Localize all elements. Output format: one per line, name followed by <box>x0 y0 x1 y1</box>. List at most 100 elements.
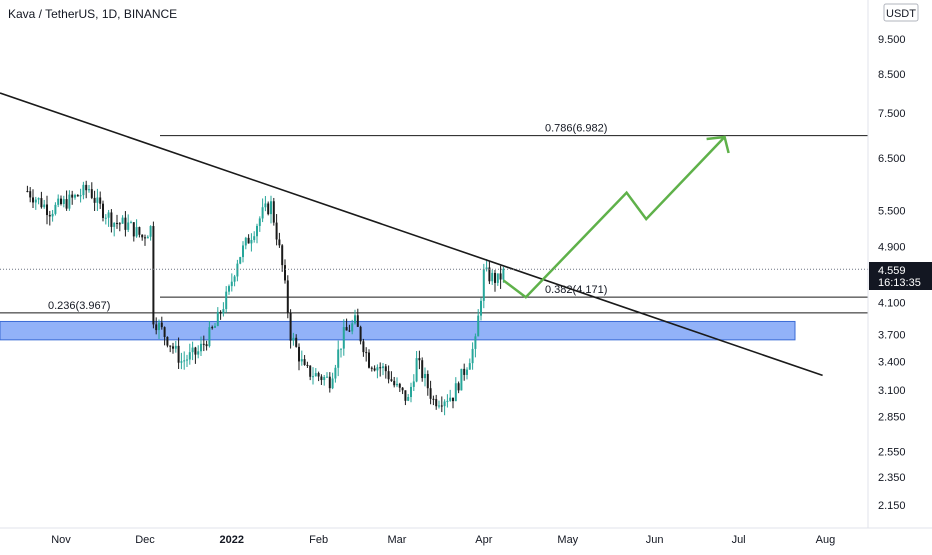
price-tick-label: 2.150 <box>878 500 906 512</box>
candle-body <box>337 349 340 368</box>
price-axis[interactable]: 9.500 8.500 7.500 6.500 5.500 4.900 4.100 3.700… <box>867 0 932 528</box>
candle-body <box>452 397 454 402</box>
candle-body <box>398 383 401 388</box>
candle-body <box>79 195 82 197</box>
price-tick-label: 4.900 <box>878 242 906 254</box>
candle-body <box>432 398 435 400</box>
price-tick-label: 8.500 <box>878 69 906 81</box>
candle-body <box>121 217 124 224</box>
candle-body <box>141 234 144 238</box>
candle-body <box>256 225 258 237</box>
candle-body <box>454 383 457 402</box>
price-tick-label: 5.500 <box>878 205 906 217</box>
candle-body <box>387 371 390 380</box>
candle-body <box>356 315 359 327</box>
candle-body <box>34 199 37 203</box>
candle-body <box>48 215 51 217</box>
candle-body <box>309 365 312 377</box>
candle-body <box>362 341 365 353</box>
candle-body <box>328 376 331 389</box>
price-tick-label: 2.550 <box>878 446 906 458</box>
candle-body <box>474 336 477 349</box>
candle-body <box>482 269 485 301</box>
candle-body <box>158 322 160 331</box>
candle-body <box>272 201 275 223</box>
time-axis[interactable]: Nov Dec 2022 Feb Mar Apr May Jun Jul Aug <box>0 527 932 546</box>
candle-body <box>354 315 356 324</box>
downtrend-line[interactable] <box>0 92 823 377</box>
time-tick-label: Dec <box>135 534 155 546</box>
candle-body <box>267 203 270 215</box>
candle-body <box>74 194 76 198</box>
candle-body <box>82 184 85 196</box>
chart-pane[interactable]: 0.786(6.982)0.382(4.171)0.236(3.967) <box>0 0 868 528</box>
candle-body <box>68 194 71 209</box>
candle-body <box>99 197 102 204</box>
candle-body <box>415 358 418 382</box>
candle-body <box>102 203 104 218</box>
support-zone[interactable] <box>0 320 796 341</box>
plot-background[interactable] <box>0 0 868 528</box>
price-tick-label: 7.500 <box>878 108 906 120</box>
candle-body <box>261 207 264 219</box>
candle-body <box>463 368 466 375</box>
candle-body <box>26 191 29 193</box>
candle-body <box>152 226 155 325</box>
candle-body <box>326 376 328 378</box>
candle-body <box>216 311 219 326</box>
candle-body <box>65 199 68 209</box>
candle-body <box>496 273 499 283</box>
candle-body <box>407 397 410 401</box>
candle-body <box>449 397 452 401</box>
candle-body <box>295 337 298 347</box>
candle-body <box>40 198 43 208</box>
candle-body <box>127 222 130 230</box>
candle-body <box>160 322 163 328</box>
price-tick-label: 3.700 <box>878 330 906 342</box>
symbol-title: Kava / TetherUS, 1D, BINANCE <box>8 7 177 21</box>
candle-body <box>208 327 211 347</box>
candle-body <box>440 405 443 407</box>
candle-body <box>244 237 247 246</box>
candle-body <box>379 367 382 369</box>
candle-body <box>376 367 379 371</box>
candle-body <box>163 327 166 337</box>
candle-body <box>57 198 60 205</box>
candle-body <box>438 405 440 407</box>
candle-body <box>460 368 463 391</box>
candle-body <box>351 323 354 332</box>
candle-body <box>132 222 135 237</box>
candle-body <box>359 326 362 342</box>
time-tick-label: Jul <box>732 534 746 546</box>
candle-body <box>37 198 40 200</box>
candle-body <box>334 367 337 379</box>
candle-body <box>113 222 116 227</box>
candle-body <box>320 376 323 381</box>
price-tick-label: 2.350 <box>878 472 906 484</box>
currency-badge[interactable] <box>883 3 919 22</box>
candle-body <box>166 336 169 346</box>
candle-body <box>239 257 242 264</box>
candle-body <box>186 359 188 361</box>
candle-body <box>368 352 370 368</box>
candle-body <box>306 364 309 366</box>
price-tick-label: 6.500 <box>878 153 906 165</box>
last-price-tag <box>869 262 932 290</box>
candle-body <box>149 226 152 237</box>
price-tick-label: 3.100 <box>878 385 906 397</box>
candle-body <box>289 312 292 341</box>
candle-body <box>365 352 368 354</box>
candle-body <box>342 327 345 349</box>
projection-path[interactable] <box>502 136 726 299</box>
time-axis-ticks: Nov Dec 2022 Feb Mar Apr May Jun Jul Aug <box>51 534 835 546</box>
bar-countdown: 16:13:35 <box>878 277 921 289</box>
candle-body <box>390 379 393 381</box>
time-tick-label: Mar <box>388 534 407 546</box>
candle-body <box>286 280 289 313</box>
candle-body <box>202 343 205 345</box>
candle-body <box>169 345 172 347</box>
candle-body <box>477 315 480 337</box>
projection-arrowhead <box>706 135 730 154</box>
